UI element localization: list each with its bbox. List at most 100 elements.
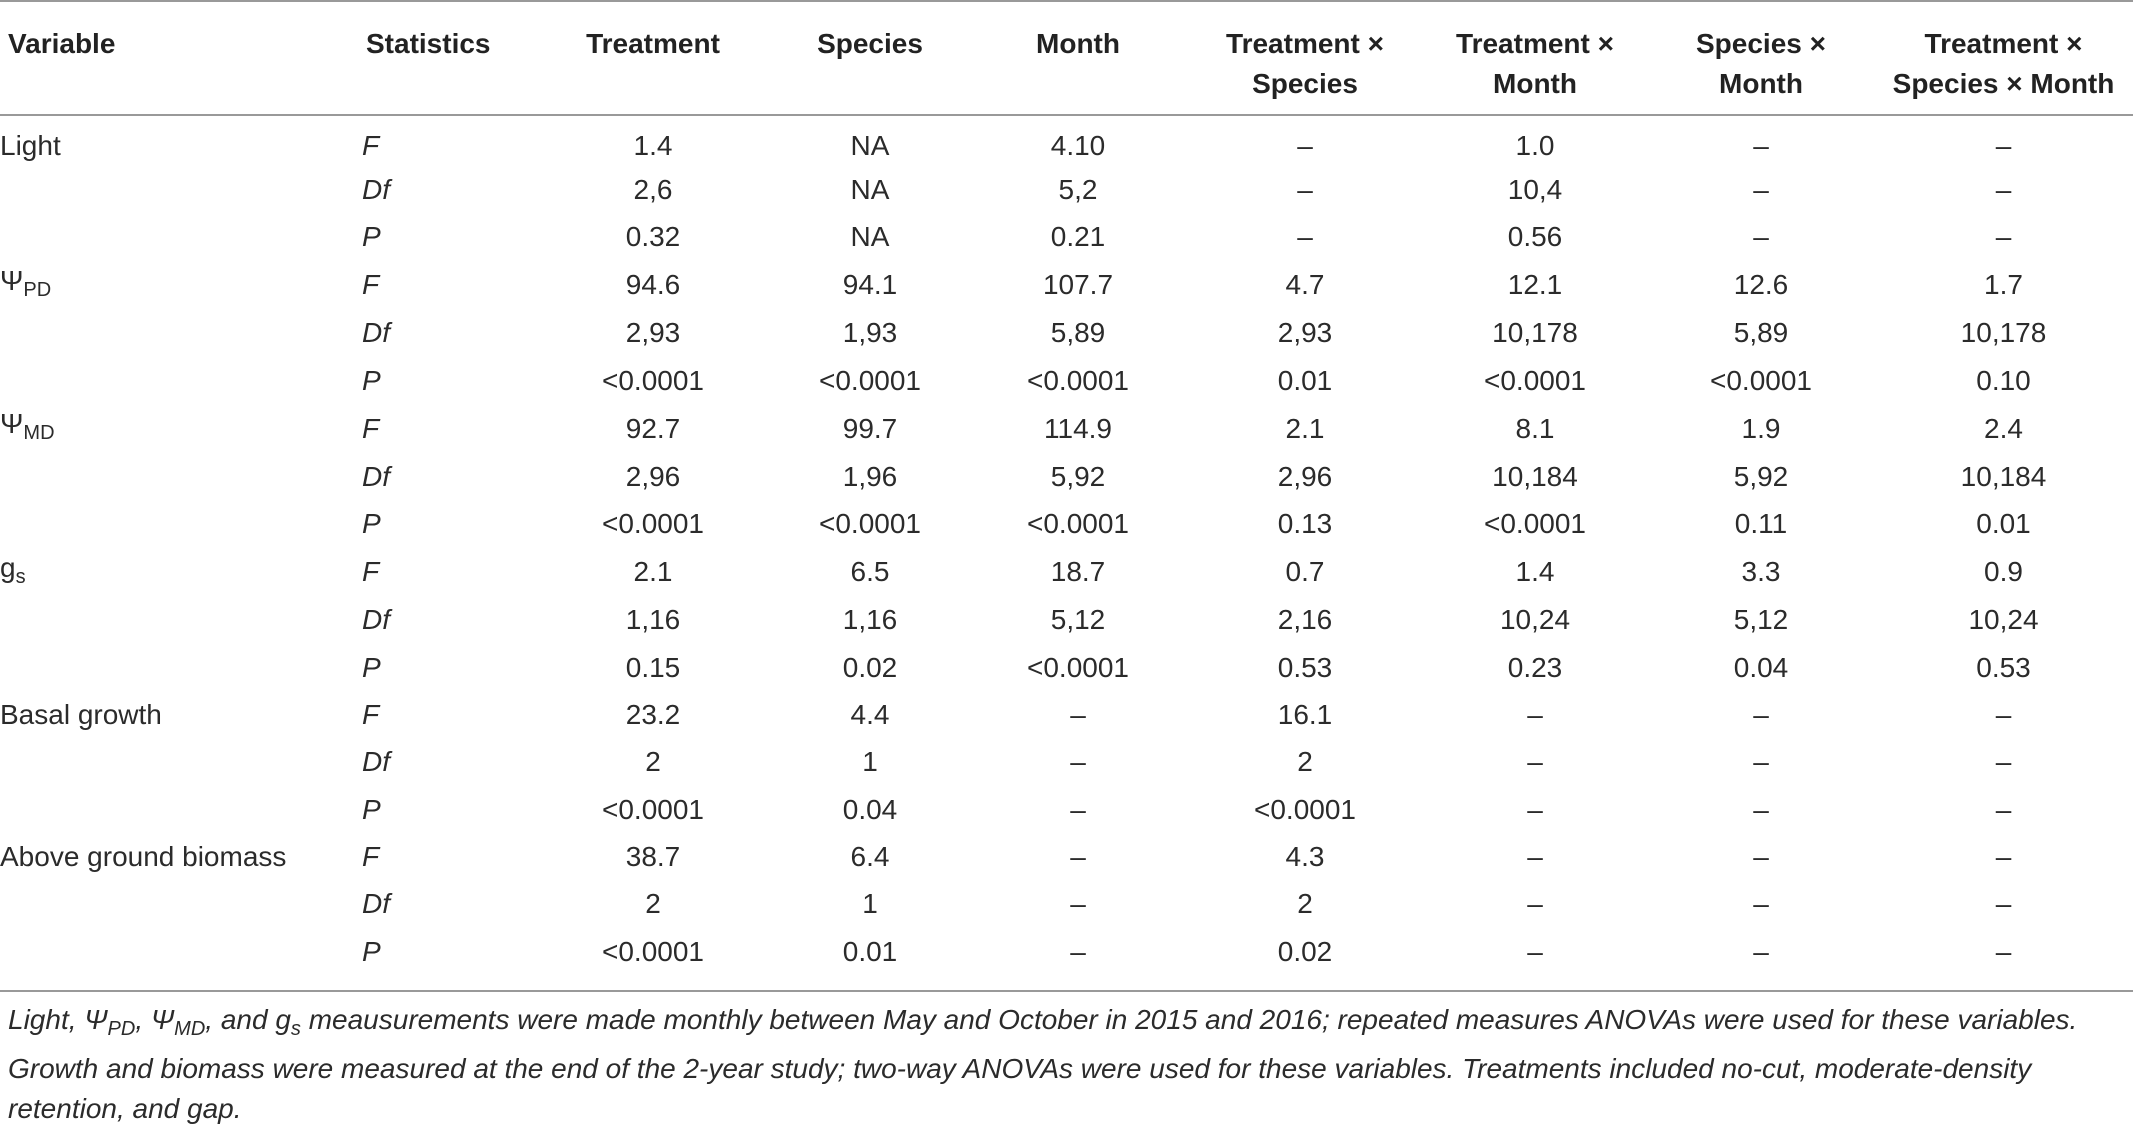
caption-psi-symbol: Ψ [84,1004,108,1035]
cell-month: – [1070,888,1086,920]
cell-month: – [1070,935,1086,967]
statistic-label: Df [362,460,390,492]
variable-cell-empty [0,739,362,786]
cell-treatment: 23.2 [625,699,681,731]
variable-cell-empty [0,928,362,975]
variable-cell-empty [0,453,362,500]
statistic-label: Df [362,173,390,205]
cell-treatment-species: 0.01 [1277,364,1333,396]
header-row: Variable Statistics Treatment Species Mo… [0,1,2133,115]
cell-treatment-species-month: 0.53 [1976,651,2031,683]
cell-treatment-species-month: 10,24 [1968,604,2039,636]
table-row: Df 2 1 – 2 – – – [0,739,2133,786]
cell-treatment-species-month: 0.10 [1976,364,2031,396]
table-row: ΨMD F 92.7 99.7 114.9 2.1 8.1 1.9 2.4 [0,404,2133,453]
cell-species-month: 5,89 [1733,317,1789,349]
cell-treatment-month: 10,178 [1492,317,1578,349]
cell-treatment-species: 0.02 [1277,935,1333,967]
variable-cell-empty [0,597,362,644]
statistic-label: Df [362,604,390,636]
cell-treatment: 2,96 [625,460,681,492]
cell-species-month: – [1753,840,1769,872]
caption-text: , and g [205,1004,291,1035]
cell-treatment-species: 2,96 [1277,460,1333,492]
cell-treatment: 2,93 [625,317,681,349]
md-subscript: MD [23,422,55,445]
cell-species: 1 [862,888,878,920]
cell-treatment-species-month: – [1995,130,2012,161]
cell-treatment-month: 10,24 [1499,604,1571,636]
cell-treatment-month: 8.1 [1515,412,1555,444]
caption-pd-subscript: PD [107,1018,136,1040]
cell-species-month: – [1753,935,1769,967]
table-footer-rule [0,990,2133,992]
cell-treatment-species: 16.1 [1277,699,1333,731]
header-line: Treatment × [1924,28,2083,59]
table-row: P <0.0001 <0.0001 <0.0001 0.01 <0.0001 <0.0001… [0,357,2133,404]
pd-subscript: PD [23,278,52,301]
cell-treatment-month: 10,184 [1492,460,1578,492]
cell-month: – [1070,699,1086,731]
variable-cell-empty [0,786,362,833]
cell-species-month: – [1753,793,1769,825]
cell-treatment-species-month: – [1995,793,2012,825]
statistic-label: P [362,364,381,396]
cell-treatment-species: 0.7 [1285,556,1325,588]
header-line: Species × [1696,28,1826,59]
variable-cell-empty [0,357,362,404]
header-treatment: Treatment [586,28,720,59]
cell-month: – [1070,746,1086,778]
cell-treatment-month: 1.4 [1515,556,1555,588]
statistic-label: F [362,840,380,872]
cell-species: 1 [862,746,878,778]
cell-treatment-species: <0.0001 [1254,793,1356,825]
cell-treatment: 92.7 [625,412,681,444]
table-row: Df 2,96 1,96 5,92 2,96 10,184 5,92 10,184 [0,453,2133,500]
cell-treatment: 0.32 [625,220,681,252]
cell-species: 99.7 [842,412,898,444]
variable-cell-empty [0,881,362,928]
variable-psi-pd: ΨPD [0,261,362,310]
cell-treatment-species: 2,16 [1277,604,1333,636]
cell-treatment-species-month: 2.4 [1984,412,2023,444]
table-row: Df 2,93 1,93 5,89 2,93 10,178 5,89 10,178 [0,310,2133,357]
statistic-label: F [362,412,380,444]
header-variable: Variable [8,28,116,59]
variable-cell-empty [0,644,362,691]
variable-cell-empty [0,213,362,260]
cell-treatment: 94.6 [625,269,681,301]
table-row: P 0.32 NA 0.21 – 0.56 – – [0,213,2133,260]
cell-treatment: 38.7 [625,840,681,872]
cell-treatment-month: 10,4 [1507,173,1563,205]
cell-month: 0.21 [1050,220,1106,252]
cell-treatment: 1,16 [625,604,681,636]
cell-month: 5,2 [1058,173,1098,205]
cell-treatment-month: – [1527,935,1543,967]
cell-treatment-species-month: – [1995,173,2012,205]
variable-psi-md: ΨMD [0,404,362,453]
cell-treatment-species: 2.1 [1285,412,1325,444]
variable-basal-growth: Basal growth [0,691,362,738]
caption-text: Light, [8,1004,85,1035]
cell-species-month: – [1753,130,1769,161]
cell-species: 1,16 [842,604,898,636]
cell-species-month: 1.9 [1741,412,1781,444]
table-row: Basal growth F 23.2 4.4 – 16.1 – – – [0,691,2133,738]
cell-species: NA [850,130,890,161]
cell-species: 4.4 [850,699,890,731]
cell-treatment: 2 [645,888,661,920]
caption-text: meausurements were made monthly between … [8,1004,2078,1124]
cell-month: <0.0001 [1027,508,1129,540]
statistic-label: Df [362,746,390,778]
cell-species: 0.01 [842,935,898,967]
statistic-label: P [362,508,381,540]
variable-label: Above ground biomass [0,840,287,872]
statistic-label: Df [362,317,390,349]
cell-treatment: <0.0001 [602,508,704,540]
cell-treatment-species: – [1297,173,1313,205]
statistic-label: F [362,130,380,161]
table-row: P <0.0001 0.01 – 0.02 – – – [0,928,2133,975]
cell-treatment-species: 0.13 [1277,508,1333,540]
cell-treatment-species: 2,93 [1277,317,1333,349]
